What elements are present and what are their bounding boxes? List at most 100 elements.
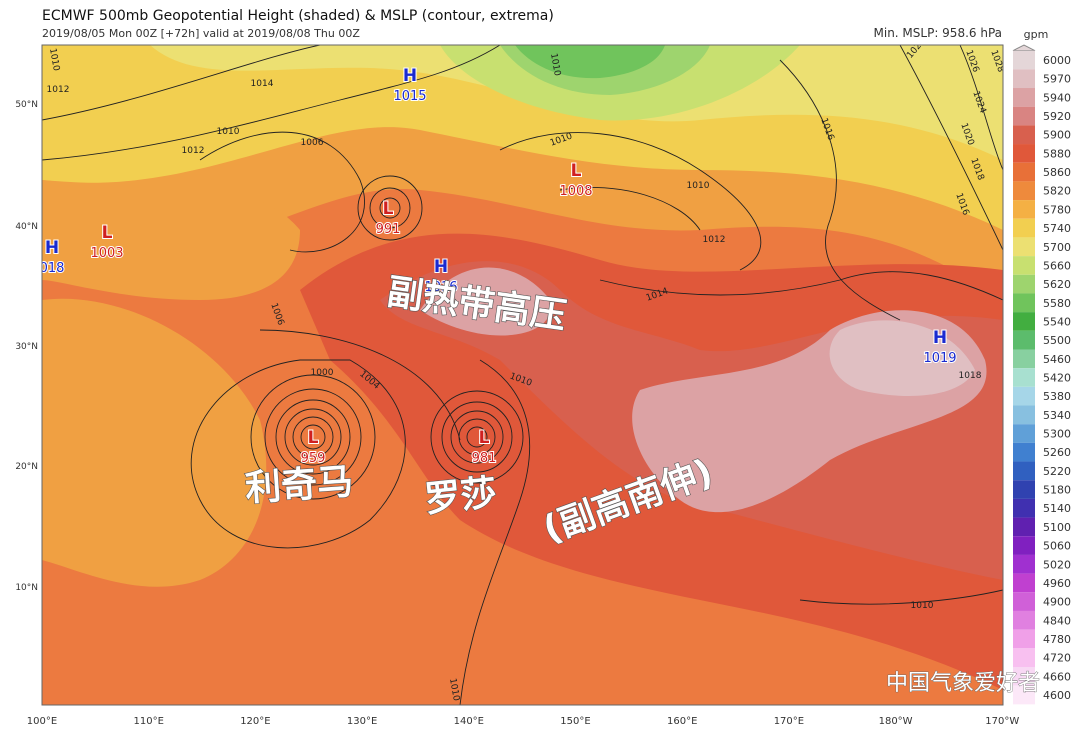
colorbar-swatch bbox=[1013, 648, 1035, 667]
colorbar-swatch bbox=[1013, 218, 1035, 238]
contour-label: 1010 bbox=[687, 181, 710, 191]
colorbar-label: 5100 bbox=[1043, 521, 1071, 534]
lat-label: 20°N bbox=[15, 462, 38, 472]
contour-label: 1006 bbox=[301, 138, 324, 148]
center-symbol: H bbox=[434, 257, 448, 277]
colorbar-label: 4780 bbox=[1043, 633, 1071, 646]
colorbar-label: 5500 bbox=[1043, 334, 1071, 347]
colorbar-label: 5940 bbox=[1043, 91, 1071, 104]
colorbar-swatch bbox=[1013, 386, 1035, 406]
center-value: 981 bbox=[472, 451, 497, 466]
colorbar-label: 5620 bbox=[1043, 278, 1071, 291]
colorbar-label: 5970 bbox=[1043, 73, 1071, 86]
center-value: 1016 bbox=[424, 280, 457, 295]
colorbar-swatch bbox=[1013, 424, 1035, 443]
lon-label: 130°E bbox=[347, 716, 377, 727]
colorbar-swatch bbox=[1013, 405, 1035, 425]
colorbar-label: 4900 bbox=[1043, 596, 1071, 609]
contour-label: 1010 bbox=[447, 678, 461, 703]
colorbar-label: 5660 bbox=[1043, 259, 1071, 272]
lon-label: 150°E bbox=[560, 716, 590, 727]
colorbar: 6000 5970 5940 5920 5900 5880 5860 5820 5780 5740… bbox=[1012, 44, 1071, 705]
lat-label: 10°N bbox=[15, 583, 38, 593]
colorbar-label: 5020 bbox=[1043, 558, 1071, 571]
colorbar-label: 5920 bbox=[1043, 110, 1071, 123]
colorbar-swatch bbox=[1013, 330, 1035, 350]
min-mslp: Min. MSLP: 958.6 hPa bbox=[874, 26, 1003, 40]
colorbar-swatch bbox=[1013, 685, 1035, 705]
colorbar-swatch bbox=[1013, 125, 1035, 145]
contour-label: 1018 bbox=[959, 371, 982, 381]
colorbar-swatch bbox=[1013, 50, 1035, 70]
center-symbol: H bbox=[933, 328, 947, 348]
lat-label: 40°N bbox=[15, 222, 38, 232]
colorbar-swatch bbox=[1013, 573, 1035, 593]
center-symbol: L bbox=[102, 223, 113, 243]
annotation: 罗莎 bbox=[423, 472, 499, 520]
colorbar-label: 4960 bbox=[1043, 577, 1071, 590]
colorbar-label: 5900 bbox=[1043, 129, 1071, 142]
colorbar-label: 5380 bbox=[1043, 390, 1071, 403]
contour-label: 1012 bbox=[182, 146, 205, 156]
colorbar-label: 5880 bbox=[1043, 147, 1071, 160]
colorbar-swatch bbox=[1013, 498, 1035, 518]
contour-label: 1014 bbox=[251, 79, 274, 89]
typhoon-isobars bbox=[250, 175, 524, 500]
map-frame bbox=[41, 44, 1004, 706]
contour-label: 1010 bbox=[548, 53, 562, 78]
lon-label: 120°E bbox=[240, 716, 270, 727]
colorbar-swatch bbox=[1013, 256, 1035, 275]
colorbar-swatch bbox=[1013, 106, 1035, 126]
colorbar-label: 5540 bbox=[1043, 315, 1071, 328]
center-value: 018 bbox=[40, 261, 65, 276]
colorbar-swatch bbox=[1013, 610, 1035, 630]
contour-label: 1012 bbox=[47, 85, 70, 95]
colorbar-swatch bbox=[1013, 368, 1035, 387]
colorbar-swatch bbox=[1013, 200, 1035, 219]
colorbar-swatch bbox=[1013, 162, 1035, 182]
center-symbol: H bbox=[45, 238, 59, 258]
colorbar-label: 5860 bbox=[1043, 166, 1071, 179]
colorbar-label: 4840 bbox=[1043, 614, 1071, 627]
colorbar-label: 5140 bbox=[1043, 502, 1071, 515]
colorbar-label: 5820 bbox=[1043, 185, 1071, 198]
colorbar-swatch bbox=[1013, 349, 1035, 369]
colorbar-swatch bbox=[1013, 442, 1035, 462]
center-value: 1003 bbox=[90, 246, 123, 261]
lon-label: 140°E bbox=[454, 716, 484, 727]
colorbar-swatch bbox=[1013, 666, 1035, 686]
lon-label: 160°E bbox=[667, 716, 697, 727]
contour-label: 1000 bbox=[311, 368, 334, 378]
center-value: 991 bbox=[376, 222, 401, 237]
colorbar-label: 5180 bbox=[1043, 484, 1071, 497]
colorbar-label: 5300 bbox=[1043, 428, 1071, 441]
colorbar-label: 5700 bbox=[1043, 241, 1071, 254]
pressure-centers: H 1015 L 1008 L 991 L 1003 H 018 H 1016 H 1019 L 959 L 98… bbox=[40, 65, 958, 467]
colorbar-swatch bbox=[1013, 517, 1035, 537]
colorbar-label: 5460 bbox=[1043, 353, 1071, 366]
colorbar-swatch bbox=[1013, 536, 1035, 555]
colorbar-swatch bbox=[1013, 69, 1035, 89]
contour-label: 1010 bbox=[911, 601, 934, 611]
subtitle: 2019/08/05 Mon 00Z [+72h] valid at 2019/… bbox=[42, 27, 360, 40]
center-value: 1015 bbox=[393, 89, 426, 104]
contour-label: 1010 bbox=[47, 48, 61, 73]
lat-label: 50°N bbox=[15, 100, 38, 110]
center-value: 1019 bbox=[923, 351, 956, 366]
colorbar-label: 4720 bbox=[1043, 652, 1071, 665]
colorbar-label: 5260 bbox=[1043, 446, 1071, 459]
colorbar-swatch bbox=[1013, 554, 1035, 574]
annotation: 利奇马 bbox=[244, 461, 355, 509]
lon-label: 170°E bbox=[774, 716, 804, 727]
center-symbol: L bbox=[308, 428, 319, 448]
lon-label: 180°W bbox=[879, 716, 913, 727]
contour-label: 1010 bbox=[217, 127, 240, 137]
colorbar-swatch bbox=[1013, 592, 1035, 611]
colorbar-swatch bbox=[1013, 293, 1035, 313]
colorbar-unit: gpm bbox=[1024, 28, 1049, 41]
center-value: 1008 bbox=[559, 184, 592, 199]
colorbar-swatch bbox=[1013, 274, 1035, 294]
lat-label: 30°N bbox=[15, 342, 38, 352]
colorbar-label: 5060 bbox=[1043, 540, 1071, 553]
